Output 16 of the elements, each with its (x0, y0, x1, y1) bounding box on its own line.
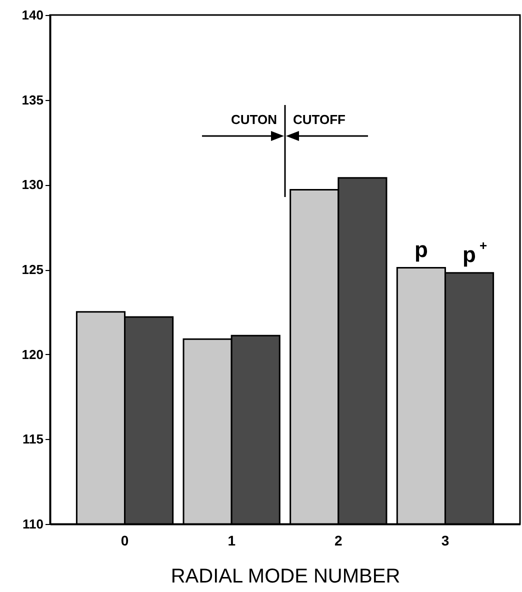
x-tick-label: 2 (334, 532, 343, 548)
y-tick-label: 135 (22, 92, 44, 108)
x-axis-title: RADIAL MODE NUMBER (170, 566, 400, 588)
y-tick-label: 130 (22, 177, 44, 192)
y-tick-label: 140 (22, 8, 44, 22)
y-tick-label: 120 (22, 346, 44, 362)
x-tick-label: 0 (120, 532, 129, 548)
y-tick-label: 125 (22, 262, 44, 277)
series-label: p+ (462, 238, 488, 267)
x-tick-label: 3 (441, 532, 450, 548)
x-tick-label: 1 (228, 532, 236, 548)
y-tick-label: 110 (22, 516, 44, 532)
annotation: CUTON (231, 112, 277, 127)
series-label: p (414, 236, 428, 262)
y-tick-label: 115 (22, 432, 44, 447)
annotation: CUTOFF (293, 112, 346, 127)
